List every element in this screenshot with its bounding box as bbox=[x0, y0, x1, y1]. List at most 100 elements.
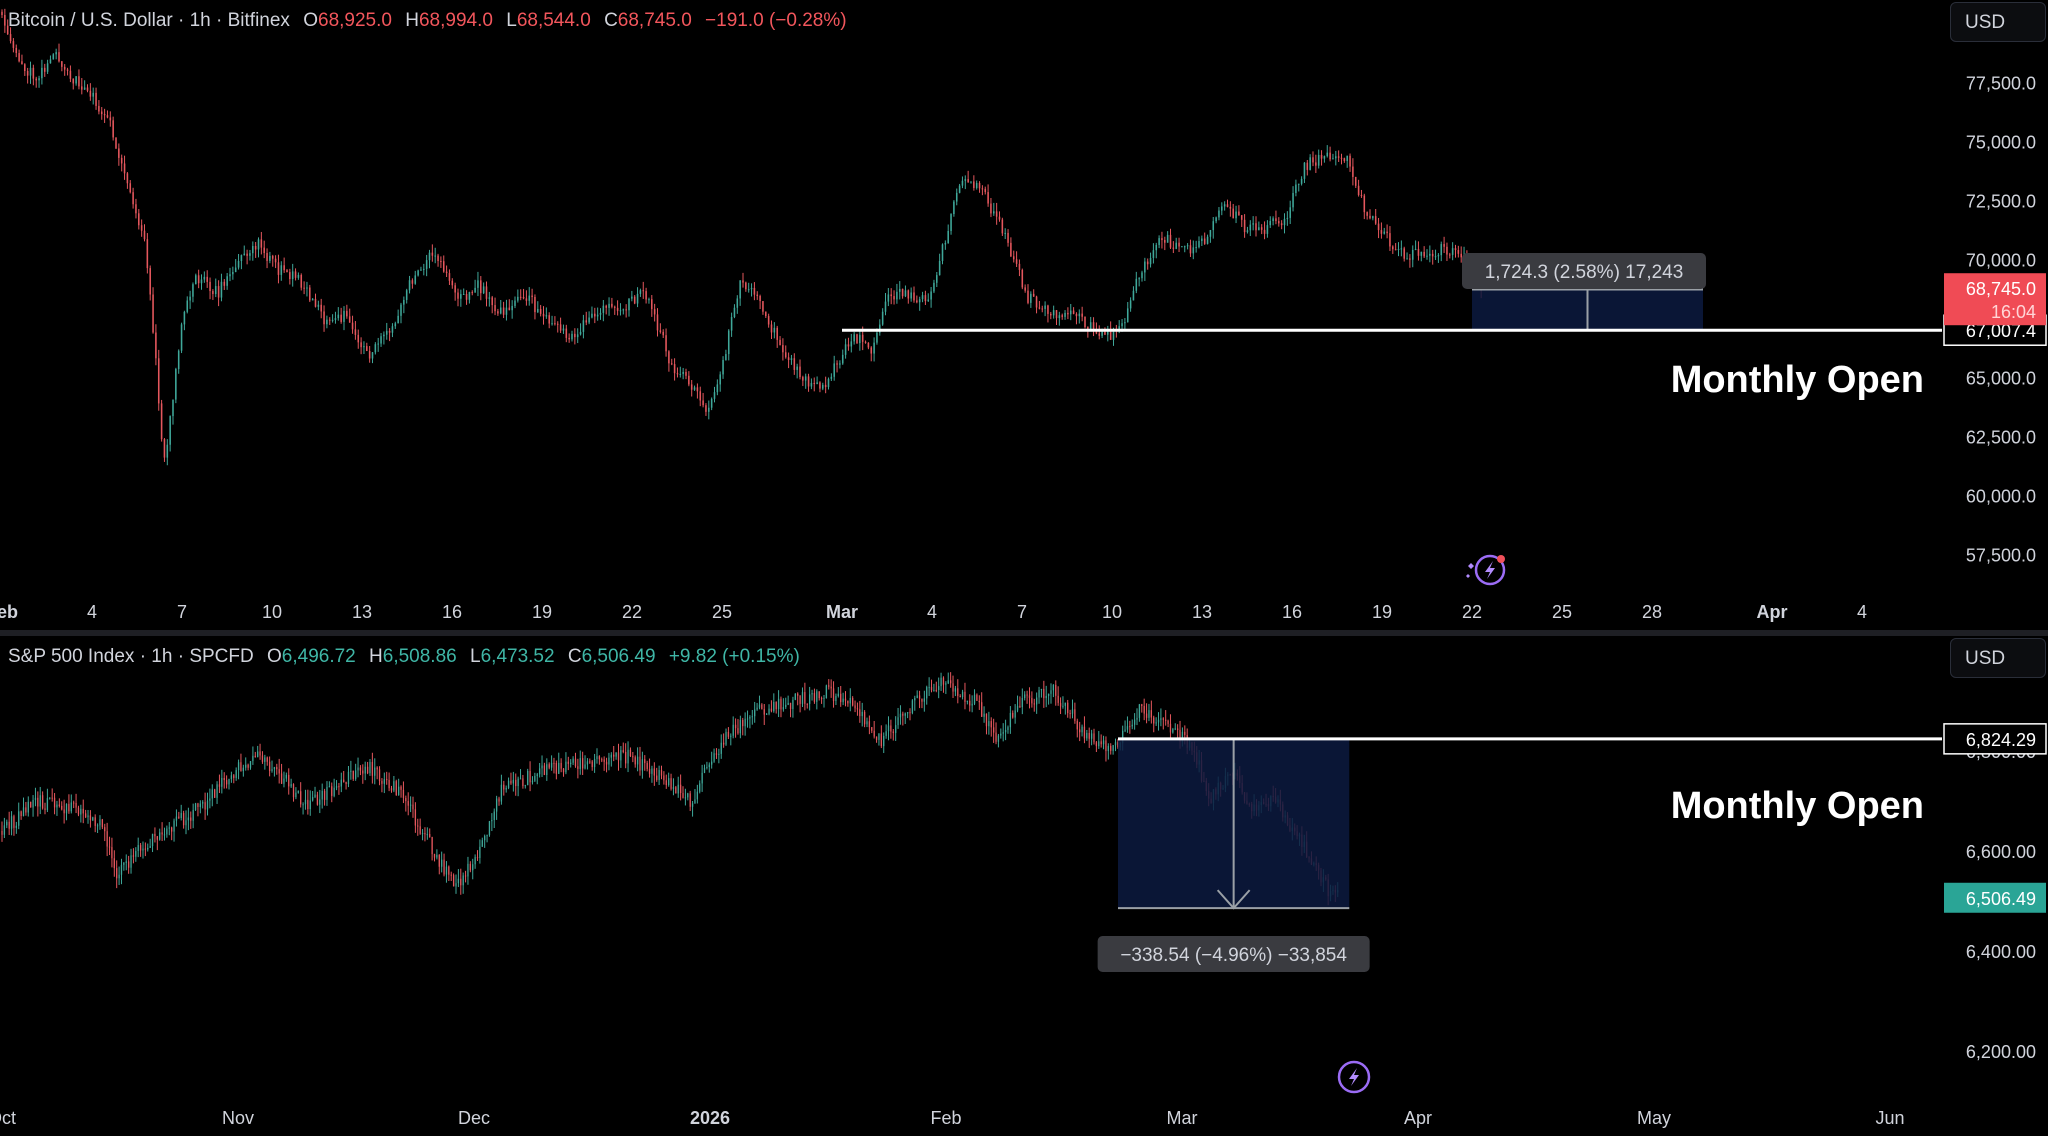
candle-body bbox=[690, 384, 693, 390]
x-tick-label: May bbox=[1637, 1108, 1671, 1128]
candle-body bbox=[1179, 729, 1181, 742]
candle-body bbox=[357, 767, 359, 771]
candle-body bbox=[1263, 229, 1266, 234]
x-tick-label: 10 bbox=[262, 602, 282, 622]
candle-body bbox=[853, 334, 855, 342]
candle-body bbox=[480, 280, 482, 294]
candle-body bbox=[793, 358, 796, 370]
candle-body bbox=[257, 751, 259, 758]
candle-body bbox=[1081, 313, 1083, 317]
candle-body bbox=[348, 316, 351, 323]
candle-body bbox=[897, 717, 899, 726]
candle-body bbox=[266, 252, 268, 261]
spx-chart-svg[interactable]: 7,000.006,800.006,600.006,400.006,200.00… bbox=[0, 636, 2048, 1136]
candle-body bbox=[51, 797, 53, 799]
btc-chart-svg[interactable]: 80,000.077,500.075,000.072,500.070,000.0… bbox=[0, 0, 2048, 630]
candle-body bbox=[1366, 212, 1368, 216]
candle-body bbox=[665, 780, 667, 786]
candle-body bbox=[1195, 247, 1197, 249]
candle-body bbox=[720, 742, 722, 754]
candle-body bbox=[436, 854, 438, 858]
btc-chart-pane[interactable]: 80,000.077,500.075,000.072,500.070,000.0… bbox=[0, 0, 2048, 630]
candle-body bbox=[482, 286, 485, 294]
candle-body bbox=[374, 767, 376, 776]
candle-body bbox=[129, 183, 132, 193]
candle-body bbox=[1246, 230, 1249, 233]
candle-body bbox=[417, 270, 419, 276]
x-tick-label: Apr bbox=[1404, 1108, 1432, 1128]
candle-body bbox=[928, 687, 930, 689]
candle-body bbox=[223, 777, 225, 781]
candle-body bbox=[739, 720, 742, 734]
spx-chart-pane[interactable]: 7,000.006,800.006,600.006,400.006,200.00… bbox=[0, 636, 2048, 1136]
candle-body bbox=[440, 261, 442, 263]
candle-body bbox=[780, 698, 782, 710]
candle-body bbox=[38, 78, 40, 81]
candle-body bbox=[216, 784, 218, 798]
candle-body bbox=[1081, 726, 1083, 733]
candle-body bbox=[159, 832, 161, 840]
candle-body bbox=[1449, 254, 1451, 256]
candle-body bbox=[1032, 293, 1035, 297]
candle-body bbox=[52, 54, 55, 60]
candle-body bbox=[870, 347, 873, 354]
candle-body bbox=[1033, 703, 1035, 705]
x-tick-label: 22 bbox=[1462, 602, 1482, 622]
candle-body bbox=[551, 323, 553, 325]
lightning-icon-ring bbox=[1337, 1060, 1371, 1094]
candle-body bbox=[1047, 693, 1050, 696]
candle-body bbox=[1372, 216, 1374, 219]
candle-body bbox=[1337, 156, 1340, 158]
candle-body bbox=[1112, 329, 1115, 340]
candle-body bbox=[713, 392, 716, 399]
candle-body bbox=[651, 299, 653, 310]
candle-body bbox=[484, 835, 486, 841]
lightning-icon-bolt bbox=[1485, 561, 1495, 579]
candle-body bbox=[116, 868, 118, 879]
candle-body bbox=[961, 691, 964, 698]
candle-body bbox=[426, 834, 428, 836]
candle-body bbox=[511, 305, 513, 311]
candle-body bbox=[706, 767, 708, 769]
candle-body bbox=[613, 306, 616, 308]
candle-body bbox=[1024, 287, 1026, 291]
candle-body bbox=[163, 834, 166, 836]
candle-body bbox=[1189, 245, 1192, 254]
candle-body bbox=[499, 307, 502, 314]
candle-body bbox=[1075, 313, 1078, 317]
candle-body bbox=[668, 351, 670, 364]
candle-body bbox=[173, 820, 175, 832]
candle-body bbox=[694, 799, 696, 804]
candle-body bbox=[613, 754, 615, 757]
candle-body bbox=[628, 298, 630, 311]
pane-divider[interactable] bbox=[0, 630, 2048, 636]
candle-body bbox=[278, 769, 280, 774]
candle-body bbox=[684, 797, 687, 799]
candle-body bbox=[703, 767, 706, 773]
candle-body bbox=[682, 371, 684, 374]
candle-body bbox=[1201, 238, 1203, 242]
candle-body bbox=[895, 725, 897, 733]
x-tick-label: 13 bbox=[352, 602, 372, 622]
candle-body bbox=[744, 718, 746, 727]
candle-body bbox=[1087, 327, 1089, 330]
candle-body bbox=[289, 272, 291, 280]
candle-body bbox=[1012, 712, 1014, 718]
candle-body bbox=[658, 770, 660, 780]
candle-body bbox=[918, 299, 921, 303]
candle-body bbox=[425, 260, 428, 269]
candle-body bbox=[254, 246, 257, 250]
candle-body bbox=[29, 67, 32, 76]
candle-body bbox=[847, 700, 849, 704]
spx-currency-button[interactable]: USD bbox=[1950, 638, 2046, 678]
candle-body bbox=[997, 735, 1000, 742]
candle-body bbox=[294, 271, 297, 278]
candle-body bbox=[15, 47, 18, 54]
spx-change: +9.82 (+0.15%) bbox=[668, 646, 800, 667]
candle-body bbox=[861, 334, 864, 342]
candle-body bbox=[776, 327, 778, 340]
candle-body bbox=[1072, 310, 1075, 314]
btc-currency-button[interactable]: USD bbox=[1950, 2, 2046, 42]
candle-body bbox=[18, 53, 20, 62]
x-tick-label: Oct bbox=[0, 1108, 16, 1128]
